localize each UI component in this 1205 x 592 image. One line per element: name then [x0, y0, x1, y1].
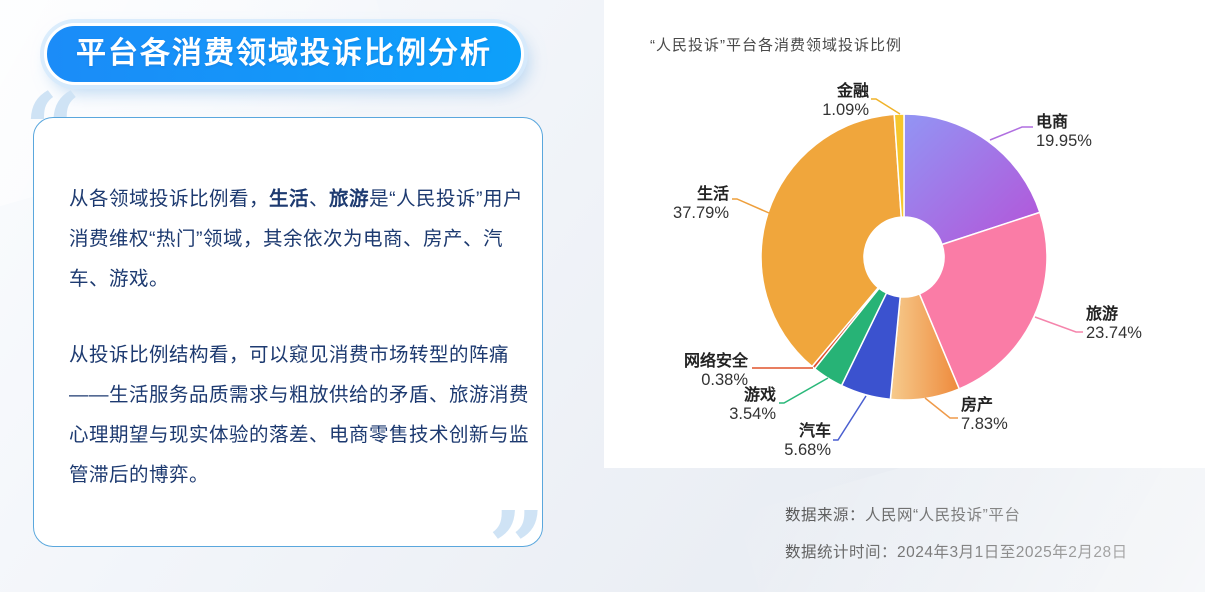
pie-label-pct: 1.09%	[822, 101, 869, 119]
pie-label-pct: 37.79%	[673, 204, 729, 222]
pie-label-game: 游戏 3.54%	[729, 387, 776, 423]
pie-label-name: 旅游	[1086, 306, 1119, 323]
pie-label-ecommerce: 电商 19.95%	[1036, 114, 1092, 150]
pie-label-auto: 汽车 5.68%	[784, 423, 831, 459]
pie-label-pct: 23.74%	[1086, 324, 1142, 342]
title-badge-label: 平台各消费领域投诉比例分析	[76, 37, 492, 70]
pie-label-finance: 金融 1.09%	[822, 83, 869, 119]
pie-label-name: 汽车	[798, 423, 831, 440]
pie-label-pct: 3.54%	[729, 405, 776, 423]
pie-label-name: 网络安全	[683, 353, 748, 370]
pie-label-travel: 旅游 23.74%	[1086, 306, 1142, 342]
title-badge: 平台各消费领域投诉比例分析	[44, 23, 524, 85]
pie-label-pct: 0.38%	[701, 371, 748, 389]
source-line-1: 数据来源：人民网“人民投诉”平台	[785, 507, 1021, 524]
pie-label-name: 生活	[696, 186, 729, 203]
pie-label-pct: 5.68%	[784, 441, 831, 459]
pie-label-cybersecurity: 网络安全 0.38%	[684, 353, 748, 389]
pie-label-pct: 19.95%	[1036, 132, 1092, 150]
pie-label-pct: 7.83%	[961, 415, 1008, 433]
pie-label-name: 游戏	[743, 387, 776, 404]
pie-label-name: 金融	[836, 83, 869, 100]
pie-label-name: 房产	[961, 397, 994, 414]
chart-title: “人民投诉”平台各消费领域投诉比例	[650, 37, 902, 54]
pie-label-name: 电商	[1036, 114, 1069, 131]
pie-label-life: 生活 37.79%	[673, 186, 729, 222]
pie-label-realestate: 房产 7.83%	[961, 397, 1008, 433]
source-line-2: 数据统计时间：2024年3月1日至2025年2月28日	[785, 544, 1128, 561]
quote-card: 从各领域投诉比例看，生活、旅游是“人民投诉”用户消费维权“热门”领域，其余依次为…	[33, 117, 543, 547]
card-paragraph: 从投诉比例结构看，可以窥见消费市场转型的阵痛——生活服务品质需求与粗放供给的矛盾…	[69, 344, 530, 486]
chart-panel	[604, 0, 1205, 468]
card-paragraph: 从各领域投诉比例看，生活、旅游是“人民投诉”用户消费维权“热门”领域，其余依次为…	[69, 188, 524, 290]
